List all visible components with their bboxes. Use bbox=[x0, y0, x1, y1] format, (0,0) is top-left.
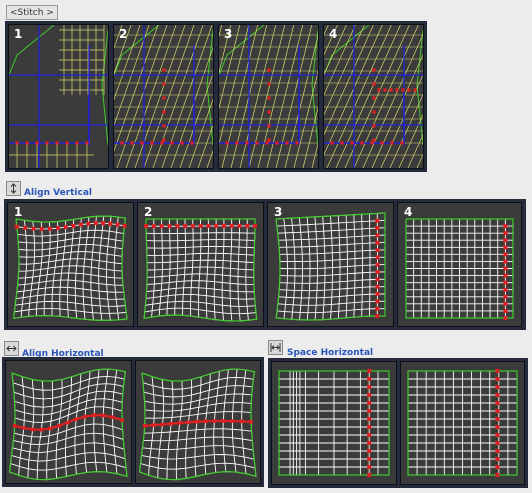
stitch-panel-3: 3 bbox=[218, 24, 319, 169]
space-horizontal-panel-2 bbox=[400, 361, 525, 485]
stitch-mesh-3 bbox=[219, 25, 318, 168]
space-horizontal-button[interactable] bbox=[268, 340, 283, 355]
align-vertical-label: Align Vertical bbox=[24, 188, 93, 198]
stitch-panel-4: 4 bbox=[323, 24, 424, 169]
panel-number: 3 bbox=[274, 205, 283, 219]
stitch-panel-1: 1 bbox=[8, 24, 109, 169]
arrows-vertical-icon bbox=[10, 183, 17, 194]
stitch-panel-2: 2 bbox=[113, 24, 214, 169]
panel-number: 3 bbox=[224, 27, 233, 41]
panel-number: 1 bbox=[14, 205, 23, 219]
space-horizontal-panel-1 bbox=[271, 361, 397, 485]
panel-number: 4 bbox=[404, 205, 413, 219]
align-vertical-panel-2: 2 bbox=[137, 202, 264, 327]
align-vertical-panel-4: 4 bbox=[397, 202, 522, 327]
space-horizontal-mesh-2 bbox=[407, 369, 518, 477]
align-vertical-panel-3: 3 bbox=[267, 202, 394, 327]
panel-number: 2 bbox=[119, 27, 128, 41]
arrows-horizontal-icon bbox=[6, 345, 17, 352]
align-vertical-button[interactable] bbox=[6, 181, 21, 196]
align-vertical-mesh-3 bbox=[275, 212, 386, 321]
align-horizontal-button[interactable] bbox=[4, 341, 19, 356]
space-horizontal-icon bbox=[270, 343, 281, 352]
align-horizontal-label: Align Horizontal bbox=[22, 349, 104, 359]
stitch-button[interactable]: <Stitch > bbox=[6, 5, 58, 20]
panel-number: 4 bbox=[329, 27, 338, 41]
align-vertical-mesh-1 bbox=[13, 215, 128, 321]
align-vertical-mesh-4 bbox=[405, 218, 514, 320]
align-horizontal-panel-2 bbox=[135, 360, 261, 484]
space-horizontal-label: Space Horizontal bbox=[287, 348, 374, 358]
stitch-mesh-2 bbox=[114, 25, 213, 168]
align-horizontal-panel-1 bbox=[5, 360, 132, 484]
align-vertical-mesh-2 bbox=[143, 218, 258, 322]
stitch-mesh-4 bbox=[324, 25, 423, 168]
panel-number: 2 bbox=[144, 205, 153, 219]
stitch-mesh-1 bbox=[9, 25, 108, 168]
panel-number: 1 bbox=[14, 27, 23, 41]
space-horizontal-mesh-1 bbox=[278, 369, 390, 477]
align-vertical-panel-1: 1 bbox=[7, 202, 134, 327]
align-horizontal-mesh-2 bbox=[139, 368, 257, 481]
align-horizontal-mesh-1 bbox=[9, 368, 128, 481]
